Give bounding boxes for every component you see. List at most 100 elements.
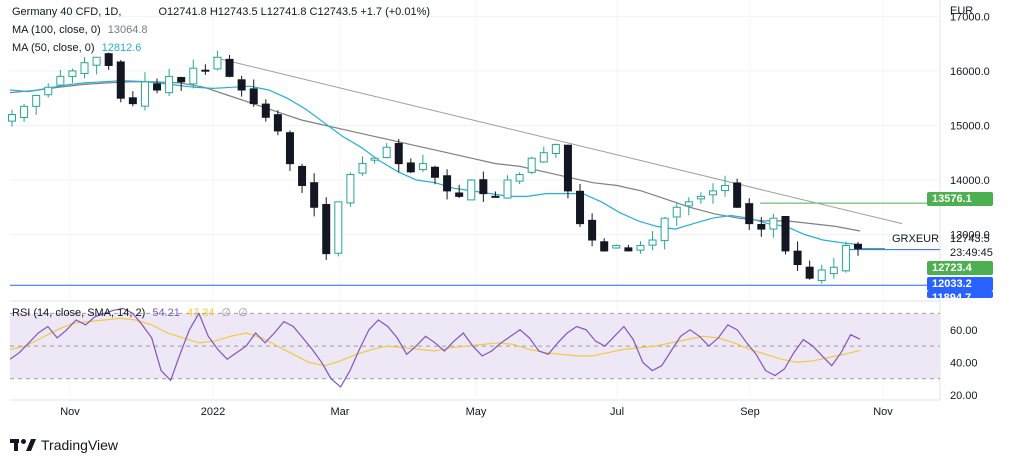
candle-body bbox=[854, 243, 862, 250]
ma50-value: 12812.6 bbox=[101, 42, 142, 54]
time-tick-label: Jul bbox=[610, 406, 624, 418]
candle-body bbox=[600, 241, 609, 252]
price-tag-12033: 12033.2 bbox=[927, 277, 993, 291]
time-tick-label: 2022 bbox=[201, 406, 225, 418]
time-tick-label: May bbox=[466, 406, 487, 418]
tradingview-logo: TradingView bbox=[10, 437, 118, 453]
candle-body bbox=[745, 203, 754, 225]
candle-body bbox=[394, 143, 403, 165]
candle-body bbox=[539, 152, 548, 163]
candle-body bbox=[576, 190, 585, 225]
tradingview-icon bbox=[10, 439, 36, 451]
rsi-tick-label: 20.00 bbox=[950, 390, 978, 402]
candle-body bbox=[491, 195, 500, 198]
rsi-extra-2: ∅ bbox=[238, 307, 248, 319]
legend-row-symbol: Germany 40 CFD, 1D, O12741.8 H12743.5 L1… bbox=[12, 6, 434, 18]
legend-row-ma100[interactable]: MA (100, close, 0) 13064.8 bbox=[12, 24, 151, 36]
candle-body bbox=[672, 206, 681, 218]
time-tick-label: Nov bbox=[60, 406, 80, 418]
candle-body bbox=[56, 75, 65, 86]
candle-body bbox=[32, 94, 41, 107]
time-tick-label: Mar bbox=[331, 406, 350, 418]
symbol-title: Germany 40 CFD, 1D, bbox=[12, 6, 122, 18]
candle-body bbox=[237, 79, 246, 91]
candle-body bbox=[696, 195, 705, 200]
candle-body bbox=[382, 146, 391, 159]
candle-body bbox=[418, 163, 427, 171]
candle-body bbox=[684, 201, 693, 207]
candle-body bbox=[527, 157, 536, 173]
symbol-tag: GRXEUR bbox=[892, 233, 940, 245]
candle-body bbox=[322, 204, 331, 255]
price-tick-label: 13000.0 bbox=[950, 230, 990, 242]
candle-body bbox=[805, 266, 814, 279]
ma50-label: MA (50, close, 0) bbox=[12, 42, 95, 54]
candle-body bbox=[153, 83, 162, 91]
price-tag-12723: 12723.4 bbox=[927, 261, 993, 275]
candle-body bbox=[116, 61, 125, 99]
candle-body bbox=[92, 56, 101, 66]
candle-body bbox=[563, 144, 572, 192]
candle-body bbox=[648, 239, 657, 246]
candle-body bbox=[829, 266, 838, 275]
candle-body bbox=[612, 244, 621, 249]
ma100-value: 13064.8 bbox=[107, 24, 148, 36]
candle-body bbox=[128, 97, 137, 105]
candle-body bbox=[346, 174, 355, 204]
candle-body bbox=[104, 53, 113, 66]
time-tick-label: Sep bbox=[740, 406, 760, 418]
candle-body bbox=[165, 75, 174, 94]
trendline bbox=[212, 56, 903, 225]
candle-body bbox=[8, 114, 16, 122]
candle-body bbox=[455, 192, 464, 197]
candle-body bbox=[817, 269, 826, 281]
price-tick-label: 15000.0 bbox=[950, 120, 990, 132]
candle-body bbox=[310, 182, 319, 208]
ma50-line bbox=[9, 80, 861, 246]
candle-body bbox=[660, 217, 669, 242]
candle-body bbox=[334, 201, 343, 254]
candle-body bbox=[588, 219, 597, 241]
ma100-line bbox=[9, 81, 861, 232]
candle-body bbox=[757, 223, 766, 230]
candle-body bbox=[201, 69, 210, 72]
candle-body bbox=[781, 215, 790, 252]
countdown: 23:49:45 bbox=[950, 247, 993, 259]
candle-body bbox=[177, 77, 186, 83]
rsi-extra-1: ∅ bbox=[221, 307, 232, 319]
legend-row-ma50[interactable]: MA (50, close, 0) 12812.6 bbox=[12, 42, 145, 54]
price-tag-13576: 13576.1 bbox=[927, 192, 993, 206]
ohlc-values: O12741.8 H12743.5 L12741.8 C12743.5 +1.7… bbox=[158, 6, 431, 18]
candle-body bbox=[80, 62, 89, 75]
candle-body bbox=[551, 144, 560, 154]
candle-body bbox=[624, 247, 633, 252]
chart-canvas[interactable]: 17000.0 16000.0 15000.0 14000.0 13000.0 Nov 20… bbox=[0, 0, 1024, 432]
candle-body bbox=[44, 86, 53, 96]
candle-body bbox=[431, 166, 439, 178]
candle-body bbox=[298, 165, 307, 186]
rsi-ma-value: 47.34 bbox=[186, 307, 215, 319]
ma100-label: MA (100, close, 0) bbox=[12, 24, 101, 36]
candle-body bbox=[140, 81, 149, 107]
price-tick-label: 14000.0 bbox=[950, 175, 990, 187]
candle-body bbox=[406, 162, 415, 173]
rsi-line bbox=[9, 307, 861, 388]
current-price: 12743.5 bbox=[950, 233, 990, 245]
candle-body bbox=[225, 58, 234, 77]
candle-body bbox=[841, 244, 850, 272]
candle-body bbox=[249, 88, 258, 105]
legend-row-rsi[interactable]: RSI (14, close, SMA, 14, 2) 54.21 47.34 … bbox=[12, 306, 252, 319]
rsi-tick-label: 40.00 bbox=[950, 357, 978, 369]
candle-body bbox=[636, 244, 645, 251]
rsi-label: RSI (14, close, SMA, 14, 2) bbox=[12, 307, 146, 319]
currency-label: EUR bbox=[950, 5, 974, 17]
price-tick-label: 17000.0 bbox=[950, 11, 990, 23]
brand-name: TradingView bbox=[41, 437, 119, 453]
candle-body bbox=[358, 163, 367, 174]
candle-body bbox=[189, 67, 198, 85]
candle-body bbox=[261, 103, 270, 118]
price-tick-label: 16000.0 bbox=[950, 66, 990, 78]
candle-body bbox=[503, 179, 512, 199]
candle-body bbox=[213, 56, 222, 70]
